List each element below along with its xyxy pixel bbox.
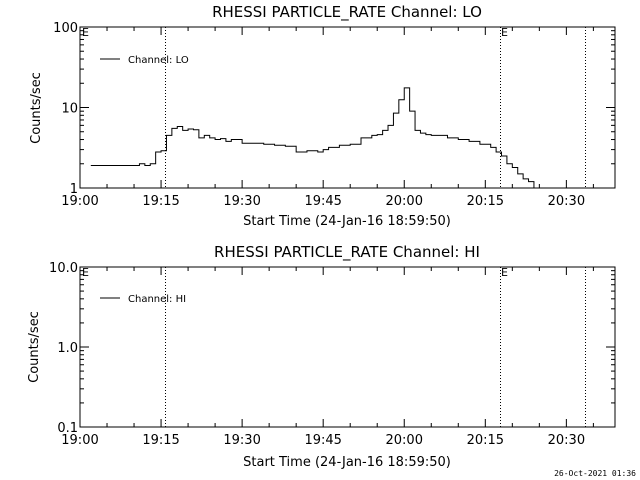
- lo-x-tick-label: 19:15: [142, 194, 179, 209]
- hi-y-tick-label: 1.0: [57, 341, 78, 356]
- hi-y-ticks: 0.1 1.0 10.0: [49, 261, 615, 436]
- lo-x-tick-label: 20:30: [548, 194, 585, 209]
- hi-panel: RHESSI PARTICLE_RATE Channel: HI Counts/…: [27, 243, 616, 470]
- hi-x-tick-label: 20:15: [467, 433, 504, 448]
- lo-y-tick-label: 10: [61, 102, 78, 117]
- hi-marker-e-right: E: [501, 266, 508, 279]
- lo-legend-label: Channel: LO: [128, 55, 189, 66]
- hi-x-tick-label: 19:00: [61, 433, 98, 448]
- lo-title: RHESSI PARTICLE_RATE Channel: LO: [212, 3, 482, 22]
- hi-title: RHESSI PARTICLE_RATE Channel: HI: [214, 243, 480, 262]
- lo-y-tick-label: 100: [53, 21, 78, 36]
- lo-data-area: [90, 87, 588, 189]
- lo-event-lines: [165, 27, 586, 188]
- hi-x-axis-label: Start Time (24-Jan-16 18:59:50): [243, 455, 451, 470]
- lo-plot-frame: [79, 26, 616, 189]
- lo-y-axis-label: Counts/sec: [29, 72, 44, 144]
- hi-y-tick-label: 10.0: [49, 261, 78, 276]
- lo-y-tick-label: 1: [70, 182, 78, 197]
- hi-x-ticks: 19:00 19:15 19:30 19:45 20:00 20:15 20:30: [61, 267, 594, 448]
- hi-y-axis-label: Counts/sec: [27, 311, 42, 383]
- lo-x-tick-label: 19:30: [223, 194, 260, 209]
- hi-legend-label: Channel: HI: [128, 294, 186, 305]
- lo-panel: RHESSI PARTICLE_RATE Channel: LO Counts/…: [29, 3, 616, 229]
- hi-x-tick-label: 19:30: [223, 433, 260, 448]
- hi-plot-frame: [79, 266, 616, 428]
- lo-x-tick-label: 19:00: [61, 194, 98, 209]
- lo-marker-e-right: E: [501, 26, 508, 39]
- lo-x-tick-label: 19:45: [304, 194, 341, 209]
- hi-y-tick-label: 0.1: [57, 421, 78, 436]
- lo-y-ticks: 1 10 100: [53, 21, 615, 197]
- hi-x-tick-label: 19:45: [304, 433, 341, 448]
- hi-x-tick-label: 20:30: [548, 433, 585, 448]
- lo-series-line: [90, 87, 588, 189]
- hi-marker-e-left: E: [82, 266, 89, 279]
- lo-marker-e-left: E: [82, 26, 89, 39]
- lo-x-tick-label: 20:15: [467, 194, 504, 209]
- lo-x-tick-label: 20:00: [386, 194, 423, 209]
- hi-event-lines: [165, 267, 586, 427]
- lo-x-ticks: 19:00 19:15 19:30 19:45 20:00 20:15 20:30: [61, 27, 594, 209]
- hi-x-tick-label: 19:15: [142, 433, 179, 448]
- lo-x-axis-label: Start Time (24-Jan-16 18:59:50): [243, 214, 451, 229]
- footer-timestamp: 26-Oct-2021 01:36: [554, 469, 636, 478]
- hi-x-tick-label: 20:00: [386, 433, 423, 448]
